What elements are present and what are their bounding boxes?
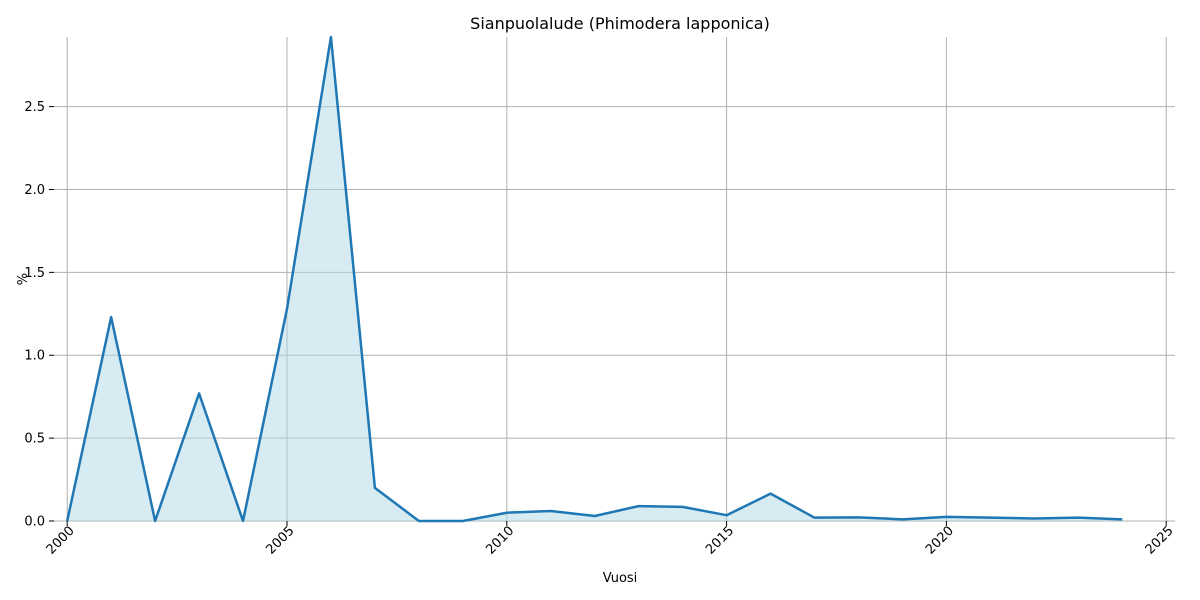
series-area-fill bbox=[67, 37, 1123, 521]
y-tick-label: 1.0 bbox=[24, 349, 45, 364]
x-axis-ticks: 2000 2005 2010 2015 2020 2025 bbox=[44, 521, 1177, 558]
x-tick-label: 2010 bbox=[483, 524, 517, 558]
y-tick-label: 2.0 bbox=[24, 183, 45, 198]
y-axis-ticks: 0.0 0.5 1.0 1.5 2.0 2.5 bbox=[24, 100, 54, 530]
x-tick-label: 2025 bbox=[1143, 524, 1177, 558]
x-tick-label: 2005 bbox=[264, 524, 298, 558]
y-tick-label: 2.5 bbox=[24, 100, 45, 115]
x-tick-label: 2015 bbox=[703, 524, 737, 558]
series-line-layer bbox=[65, 35, 1123, 523]
x-axis-label: Vuosi bbox=[603, 571, 638, 586]
gridlines bbox=[54, 37, 1175, 522]
x-tick-label: 2020 bbox=[923, 524, 957, 558]
y-tick-label: 1.5 bbox=[24, 266, 45, 281]
series-line bbox=[65, 35, 1123, 523]
x-tick-label: 2000 bbox=[44, 524, 78, 558]
y-axis-label: % bbox=[16, 273, 31, 285]
y-tick-label: 0.0 bbox=[24, 515, 45, 530]
chart-title: Sianpuolalude (Phimodera lapponica) bbox=[470, 14, 770, 33]
y-tick-label: 0.5 bbox=[24, 432, 45, 447]
area-fill-layer bbox=[67, 37, 1123, 521]
